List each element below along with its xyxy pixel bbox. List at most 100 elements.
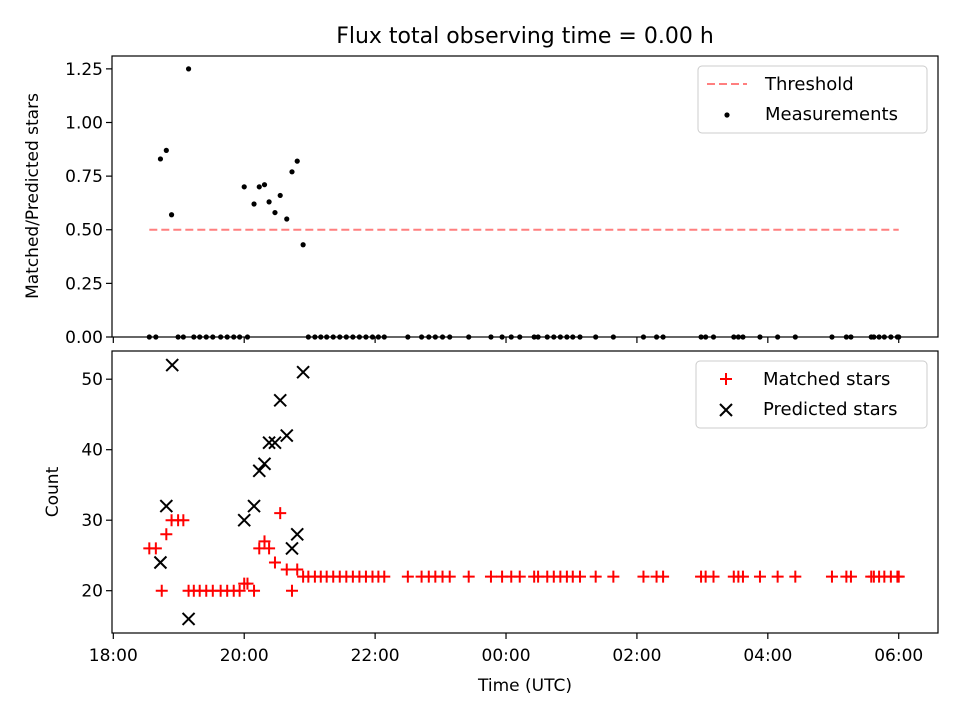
measurement-point [284,216,290,222]
measurement-point [251,201,257,207]
x-tick-label: 04:00 [743,646,792,666]
matched-star-point [285,584,298,597]
top-axes-frame [111,55,939,338]
measurement-point [272,209,278,216]
top-legend: Threshold Measurements [697,65,928,134]
predicted-star-point [273,393,287,408]
matched-star-point [258,535,271,548]
matched-star-point [233,584,246,597]
matched-star-point [462,570,475,583]
x-tick-label: 20:00 [220,646,269,666]
matched-star-point [263,542,276,555]
bottom-plot-area: 20 30 40 50 18:00 20:00 22:00 00:00 02:00 04:00 06… [81,358,923,666]
matched-stars-legend-label: Matched stars [763,369,890,390]
predicted-star-point [290,527,304,542]
matched-star-point [149,542,162,555]
matched-star-point [378,570,391,583]
figure-title: Flux total observing time = 0.00 h [336,24,714,49]
matched-star-point [291,563,304,576]
top-y-tick-label: 1.00 [65,113,103,133]
measurement-point [256,184,262,190]
predicted-star-point [296,365,310,379]
predicted-star-point [181,612,196,626]
x-tick-label: 06:00 [874,646,923,666]
top-plot-area: 0.00 0.25 0.50 0.75 1.00 1.25 [65,60,902,348]
measurement-point [289,169,295,175]
predicted-star-point [247,499,261,513]
threshold-legend-label: Threshold [764,74,854,95]
measurement-point [294,158,300,164]
matched-star-point [280,563,293,576]
measurement-point [241,184,247,190]
predicted-star-point [268,435,282,450]
matched-star-point [268,556,281,569]
predicted-star-point [257,457,272,471]
top-y-tick-label: 1.25 [65,60,103,80]
bottom-y-tick-label: 40 [81,441,103,461]
matched-star-point [637,570,650,583]
measurement-point [163,147,169,153]
bottom-y-tick-label: 20 [81,582,103,602]
predicted-star-point [280,428,294,443]
matched-stars-legend-swatch [720,373,732,385]
x-tick-label: 02:00 [612,646,661,666]
matched-star-point [607,570,620,583]
bottom-y-axis-label: Count [43,466,63,517]
matched-star-point [825,570,838,583]
bottom-legend: Matched stars Predicted stars [695,360,928,429]
measurement-point [266,199,272,205]
matched-star-point [274,507,287,520]
matched-star-point [589,570,602,583]
matched-star-point [657,570,670,583]
measurement-point [261,182,268,188]
predicted-star-point [165,358,179,372]
bottom-axes-frame [111,350,939,634]
matched-star-point [707,570,720,583]
matched-star-point [401,570,414,583]
matched-star-point [160,528,173,541]
measurement-point [300,242,306,248]
bottom-y-tick-label: 50 [81,370,103,390]
measurement-point [168,212,175,218]
matched-star-point [484,570,497,583]
matched-star-point [789,570,802,583]
matched-star-point [844,570,857,583]
top-panel: Matched/Predicted stars 0.00 0.25 0.50 0.75… [23,55,939,348]
measurement-point [277,192,283,199]
top-y-tick-label: 0.00 [65,328,103,348]
bottom-y-tick-label: 30 [81,511,103,531]
matched-star-point [573,570,586,583]
predicted-star-point [237,513,251,527]
matched-star-point [892,570,905,583]
bottom-panel: Count 20 30 40 50 18:00 20:00 22:00 00:00 02:00 0… [43,350,939,696]
predicted-stars-legend-swatch [719,403,733,417]
predicted-star-point [252,464,266,478]
measurement-point [157,156,164,162]
predicted-stars-legend-label: Predicted stars [763,399,897,420]
matched-star-point [513,570,526,583]
measurement-point [185,66,192,72]
matched-star-point [155,584,168,597]
measurements-legend-label: Measurements [765,104,898,125]
matched-star-point [177,514,190,527]
top-y-axis-label: Matched/Predicted stars [23,93,43,299]
matched-star-point [248,584,261,597]
predicted-star-point [159,499,174,513]
top-y-tick-label: 0.25 [65,274,103,294]
matched-star-point [753,570,766,583]
predicted-star-point [285,541,299,556]
matched-star-point [736,570,749,583]
x-tick-label: 00:00 [482,646,531,666]
matched-star-point [241,577,254,590]
x-tick-label: 18:00 [89,646,138,666]
x-tick-label: 22:00 [351,646,400,666]
measurements-legend-swatch [724,112,730,118]
top-y-tick-label: 0.50 [65,221,103,241]
predicted-star-point [262,435,276,450]
top-y-tick-label: 0.75 [65,167,103,187]
bottom-legend-box [695,360,928,429]
matched-star-point [771,570,784,583]
x-axis-label: Time (UTC) [477,676,572,696]
top-legend-box [697,65,928,134]
